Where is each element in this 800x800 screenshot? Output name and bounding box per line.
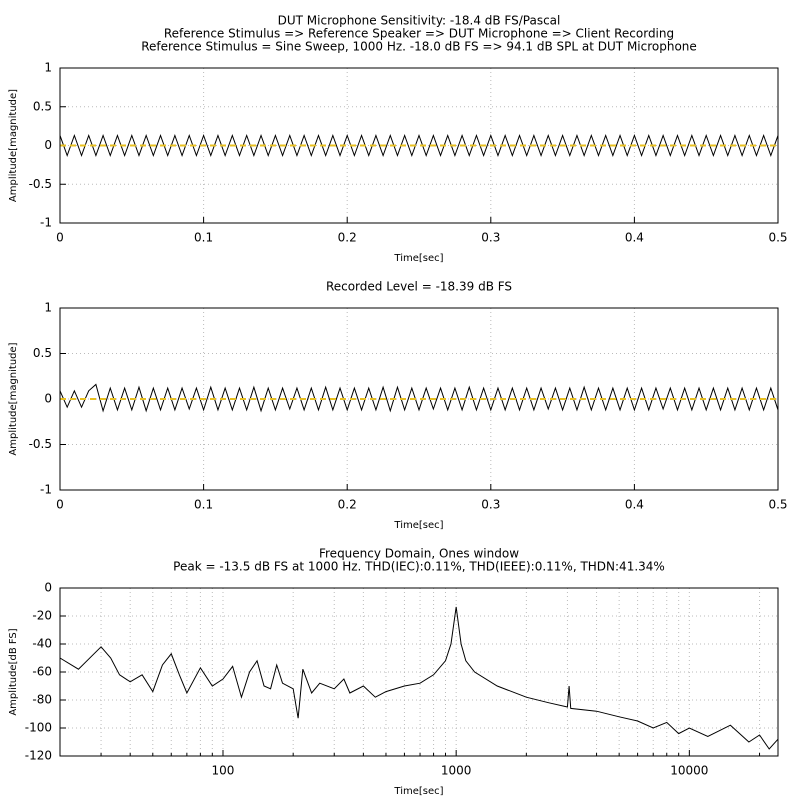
x-axis-label: Time[sec] — [393, 253, 443, 264]
chart-title: Reference Stimulus => Reference Speaker … — [164, 27, 674, 41]
y-tick-label: 1 — [44, 301, 52, 315]
y-axis-label: Amplitude[dB FS] — [8, 628, 19, 715]
chart-title: Reference Stimulus = Sine Sweep, 1000 Hz… — [141, 40, 697, 54]
chart-title: DUT Microphone Sensitivity: -18.4 dB FS/… — [278, 14, 561, 28]
x-tick-label: 0.4 — [625, 231, 644, 245]
x-tick-label: 10000 — [670, 764, 708, 778]
x-axis-label: Time[sec] — [393, 520, 443, 531]
x-tick-label: 0.1 — [194, 498, 213, 512]
plot-frame — [59, 67, 779, 224]
y-tick-label: -0.5 — [29, 437, 52, 451]
y-axis-label: Amplitude[magnitude] — [8, 342, 19, 455]
y-tick-label: -1 — [40, 483, 52, 497]
chart-title: Frequency Domain, Ones window — [319, 547, 519, 561]
y-tick-label: -20 — [32, 609, 52, 623]
y-tick-label: -40 — [32, 637, 52, 651]
y-tick-label: 0.5 — [33, 99, 52, 113]
y-axis-label: Amplitude[magnitude] — [8, 89, 19, 202]
x-axis-label: Time[sec] — [393, 786, 443, 797]
y-tick-label: 1 — [44, 61, 52, 75]
data-line — [59, 133, 779, 158]
y-tick-label: -60 — [32, 665, 52, 679]
chart-title: Peak = -13.5 dB FS at 1000 Hz. THD(IEC):… — [173, 560, 665, 574]
y-tick-label: 0.5 — [33, 346, 52, 360]
x-tick-label: 0.3 — [481, 231, 500, 245]
x-tick-label: 0 — [56, 498, 64, 512]
data-line — [59, 606, 779, 750]
x-tick-label: 0.5 — [768, 498, 787, 512]
y-tick-label: -80 — [32, 693, 52, 707]
y-tick-label: -1 — [40, 216, 52, 230]
x-tick-label: 100 — [212, 764, 235, 778]
data-line — [59, 383, 779, 413]
x-tick-label: 0.2 — [338, 498, 357, 512]
y-tick-label: -120 — [25, 749, 52, 763]
chart-title: Recorded Level = -18.39 dB FS — [326, 280, 512, 294]
y-tick-label: 0 — [44, 581, 52, 595]
y-tick-label: -100 — [25, 721, 52, 735]
y-tick-label: 0 — [44, 392, 52, 406]
x-tick-label: 0.1 — [194, 231, 213, 245]
x-tick-label: 0.5 — [768, 231, 787, 245]
x-tick-label: 1000 — [441, 764, 472, 778]
y-tick-label: -0.5 — [29, 177, 52, 191]
x-tick-label: 0.2 — [338, 231, 357, 245]
x-tick-label: 0.3 — [481, 498, 500, 512]
plot-frame — [59, 307, 779, 491]
plot-frame — [59, 587, 779, 757]
x-tick-label: 0 — [56, 231, 64, 245]
x-tick-label: 0.4 — [625, 498, 644, 512]
y-tick-label: 0 — [44, 138, 52, 152]
